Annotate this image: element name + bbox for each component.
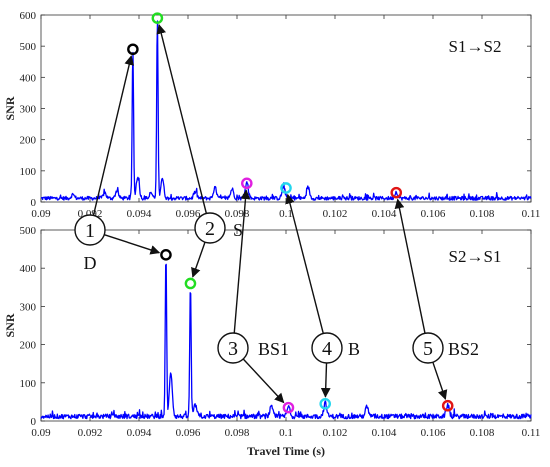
callout-arrow xyxy=(242,358,285,404)
callout-arrow xyxy=(104,233,161,255)
x-tick-label: 0.11 xyxy=(522,208,541,220)
panel-title: S2→S1 xyxy=(449,247,502,266)
marker-b xyxy=(319,398,332,410)
callout-circle xyxy=(311,332,343,364)
x-tick-label: 0.094 xyxy=(127,427,152,439)
x-tick-label: 0.102 xyxy=(323,427,348,439)
callout-d: 1D xyxy=(74,55,161,273)
callout-circle xyxy=(74,214,106,246)
callout-arrow xyxy=(156,23,208,214)
x-tick-label: 0.108 xyxy=(470,208,495,220)
x-tick-label: 0.106 xyxy=(421,208,446,220)
callout-arrow xyxy=(191,241,206,278)
x-tick-label: 0.098 xyxy=(225,208,250,220)
y-tick-label: 100 xyxy=(20,378,37,390)
callout-label: B xyxy=(348,339,360,359)
marker-bs1 xyxy=(240,177,253,190)
x-tick-label: 0.102 xyxy=(323,208,348,220)
y-tick-label: 200 xyxy=(20,135,37,147)
marker-s xyxy=(151,12,164,24)
callout-circle xyxy=(217,332,249,364)
callout-label: S xyxy=(233,220,243,240)
y-tick-label: 200 xyxy=(20,340,37,352)
marker-s xyxy=(184,277,197,290)
callout-bs1: 3 BS1 xyxy=(217,189,289,404)
x-tick-label: 0.096 xyxy=(176,208,201,220)
x-tick-label: 0.104 xyxy=(372,208,397,220)
callout-label: BS2 xyxy=(448,339,479,359)
callout-label: D xyxy=(84,253,97,273)
y-tick-label: 500 xyxy=(20,41,37,53)
callout-number: 2 xyxy=(205,218,215,240)
marker-b xyxy=(280,182,292,194)
y-axis-label: SNR xyxy=(3,96,17,120)
x-tick-label: 0.104 xyxy=(372,427,397,439)
callout-number: 4 xyxy=(322,338,332,360)
y-tick-label: 0 xyxy=(31,197,37,209)
x-tick-label: 0.098 xyxy=(225,427,250,439)
marker-d xyxy=(127,43,139,56)
callout-arrow xyxy=(432,361,448,401)
y-tick-label: 400 xyxy=(20,263,37,275)
x-tick-label: 0.1 xyxy=(279,208,293,220)
callout-circle xyxy=(194,212,226,244)
callout-arrow xyxy=(233,189,251,334)
y-tick-label: 300 xyxy=(20,301,37,313)
callout-number: 3 xyxy=(228,338,238,360)
y-tick-label: 500 xyxy=(20,225,37,237)
y-axis-label: SNR xyxy=(3,313,17,337)
y-tick-label: 0 xyxy=(31,416,37,428)
callout-number: 1 xyxy=(85,220,95,242)
y-tick-label: 100 xyxy=(20,166,37,178)
callout-arrow xyxy=(394,198,426,334)
callout-arrow xyxy=(285,193,324,334)
y-tick-label: 600 xyxy=(20,10,37,22)
y-tick-label: 300 xyxy=(20,104,37,116)
callout-number: 5 xyxy=(423,338,433,360)
x-tick-label: 0.11 xyxy=(522,427,541,439)
callout-label: BS1 xyxy=(258,339,289,359)
chart-panel-2: 0.09 0.092 0.094 0.096 0.098 0.1 0.102 0.104 0.1… xyxy=(3,225,540,458)
callout-arrow xyxy=(320,362,331,398)
x-tick-label: 0.09 xyxy=(31,208,51,220)
x-tick-label: 0.094 xyxy=(127,208,152,220)
callout-arrow xyxy=(92,55,134,216)
callout-circle xyxy=(412,332,444,364)
callout-bs2: 5 BS2 xyxy=(394,198,479,401)
x-tick-label: 0.096 xyxy=(176,427,201,439)
y-tick-label: 400 xyxy=(20,72,37,84)
marker-bs1 xyxy=(282,401,295,414)
x-axis-label: Travel Time (s) xyxy=(247,444,325,458)
x-tick-label: 0.108 xyxy=(470,427,495,439)
x-tick-label: 0.1 xyxy=(279,427,293,439)
x-tick-label: 0.092 xyxy=(78,427,103,439)
marker-d xyxy=(160,249,172,261)
x-tick-label: 0.09 xyxy=(31,427,51,439)
x-tick-label: 0.106 xyxy=(421,427,446,439)
panel-title: S1→S2 xyxy=(449,37,502,56)
marker-bs2 xyxy=(390,186,403,199)
marker-bs2 xyxy=(441,399,454,412)
chart-panel-1: 0.09 0.092 0.094 0.096 0.098 0.1 0.102 0.104 0.1… xyxy=(3,10,540,220)
